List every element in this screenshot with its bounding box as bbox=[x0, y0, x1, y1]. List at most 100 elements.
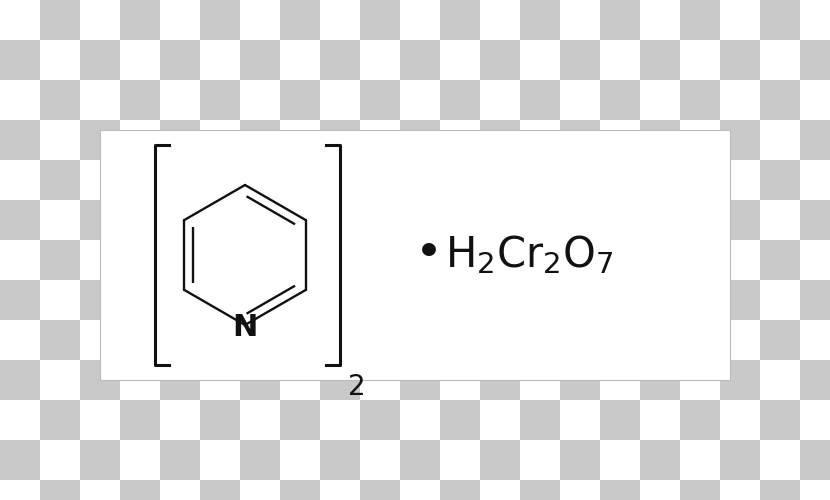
Bar bbox=[240, 240, 280, 280]
Bar bbox=[120, 360, 160, 400]
Bar bbox=[400, 200, 440, 240]
Bar bbox=[40, 0, 80, 40]
Bar bbox=[480, 160, 520, 200]
Bar bbox=[40, 240, 80, 280]
Bar bbox=[520, 280, 560, 320]
Bar bbox=[760, 200, 800, 240]
Bar bbox=[680, 400, 720, 440]
Bar bbox=[360, 0, 400, 40]
Bar bbox=[280, 200, 320, 240]
Bar bbox=[280, 360, 320, 400]
Bar bbox=[0, 360, 40, 400]
Bar bbox=[40, 200, 80, 240]
Bar bbox=[160, 160, 200, 200]
Bar bbox=[160, 0, 200, 40]
Bar bbox=[40, 440, 80, 480]
Bar bbox=[400, 400, 440, 440]
Bar bbox=[280, 280, 320, 320]
Bar bbox=[680, 40, 720, 80]
Bar bbox=[640, 200, 680, 240]
Bar bbox=[480, 360, 520, 400]
Bar bbox=[40, 480, 80, 500]
Bar bbox=[0, 440, 40, 480]
Bar bbox=[600, 360, 640, 400]
Bar bbox=[200, 400, 240, 440]
Bar bbox=[40, 80, 80, 120]
Bar bbox=[800, 400, 830, 440]
Bar bbox=[120, 200, 160, 240]
Bar bbox=[440, 320, 480, 360]
Bar bbox=[360, 480, 400, 500]
Bar bbox=[760, 80, 800, 120]
Bar bbox=[520, 40, 560, 80]
Bar bbox=[80, 200, 120, 240]
Bar bbox=[600, 240, 640, 280]
Bar bbox=[520, 80, 560, 120]
Bar bbox=[320, 0, 360, 40]
Bar bbox=[400, 40, 440, 80]
Bar bbox=[680, 360, 720, 400]
Bar bbox=[560, 240, 600, 280]
Bar bbox=[280, 240, 320, 280]
Bar bbox=[400, 80, 440, 120]
Bar bbox=[160, 400, 200, 440]
Bar bbox=[600, 200, 640, 240]
Bar bbox=[120, 160, 160, 200]
Bar bbox=[440, 360, 480, 400]
Bar bbox=[440, 40, 480, 80]
Bar bbox=[240, 320, 280, 360]
Bar bbox=[800, 80, 830, 120]
Bar bbox=[680, 240, 720, 280]
Bar bbox=[120, 0, 160, 40]
Bar bbox=[0, 320, 40, 360]
Bar bbox=[360, 320, 400, 360]
Bar bbox=[240, 400, 280, 440]
Bar bbox=[520, 240, 560, 280]
Bar bbox=[400, 0, 440, 40]
Bar bbox=[240, 40, 280, 80]
Bar bbox=[120, 320, 160, 360]
Bar bbox=[360, 400, 400, 440]
Bar bbox=[160, 480, 200, 500]
Bar bbox=[200, 80, 240, 120]
Bar bbox=[280, 400, 320, 440]
Bar bbox=[360, 40, 400, 80]
Bar bbox=[320, 320, 360, 360]
Bar bbox=[800, 200, 830, 240]
Bar bbox=[320, 400, 360, 440]
Bar bbox=[640, 40, 680, 80]
Bar bbox=[640, 0, 680, 40]
Bar bbox=[640, 360, 680, 400]
Text: •: • bbox=[415, 232, 443, 278]
Bar bbox=[640, 80, 680, 120]
Bar bbox=[640, 240, 680, 280]
Bar bbox=[160, 280, 200, 320]
Bar bbox=[200, 120, 240, 160]
Bar bbox=[120, 480, 160, 500]
Bar bbox=[80, 400, 120, 440]
Bar bbox=[360, 280, 400, 320]
Text: N: N bbox=[232, 312, 257, 342]
Bar bbox=[40, 40, 80, 80]
Bar bbox=[100, 130, 730, 380]
Bar bbox=[680, 320, 720, 360]
Bar bbox=[800, 440, 830, 480]
Bar bbox=[40, 160, 80, 200]
Bar bbox=[120, 40, 160, 80]
Bar bbox=[560, 200, 600, 240]
Bar bbox=[800, 320, 830, 360]
Bar bbox=[240, 120, 280, 160]
Bar bbox=[720, 120, 760, 160]
Bar bbox=[0, 400, 40, 440]
Bar bbox=[560, 160, 600, 200]
Bar bbox=[440, 120, 480, 160]
Bar bbox=[560, 320, 600, 360]
Bar bbox=[160, 360, 200, 400]
Bar bbox=[40, 280, 80, 320]
Bar bbox=[800, 40, 830, 80]
Bar bbox=[40, 320, 80, 360]
Bar bbox=[280, 160, 320, 200]
Bar bbox=[440, 280, 480, 320]
Bar bbox=[120, 440, 160, 480]
Bar bbox=[520, 480, 560, 500]
